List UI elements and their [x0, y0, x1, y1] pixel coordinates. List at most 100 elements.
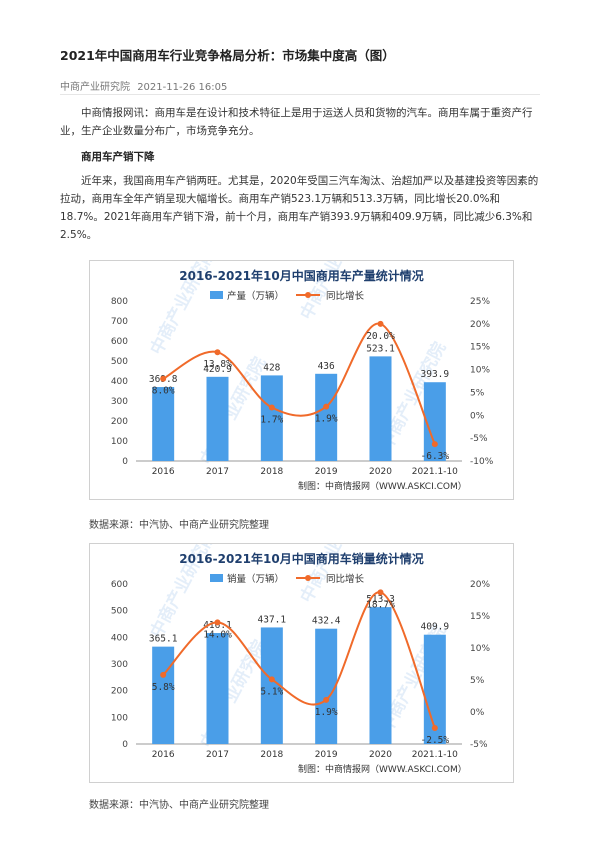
- bar-value-label: 420.9: [203, 364, 232, 375]
- legend-label: 同比增长: [326, 290, 365, 302]
- y-left-tick: 400: [111, 377, 128, 387]
- legend-bar-swatch: [210, 291, 223, 299]
- y-left-tick: 300: [111, 660, 128, 670]
- article-source[interactable]: 中商产业研究院: [60, 82, 130, 93]
- growth-point: [160, 375, 167, 382]
- chart-source-note: 数据来源：中汽协、中商产业研究院整理: [89, 800, 269, 811]
- bar-value-label: 436: [318, 361, 335, 372]
- growth-point: [323, 696, 330, 703]
- growth-value-label: -6.3%: [421, 451, 450, 462]
- growth-value-label: 1.7%: [260, 415, 283, 426]
- legend-label: 销量（万辆）: [227, 573, 284, 585]
- growth-value-label: 8.0%: [152, 386, 175, 397]
- legend-label: 同比增长: [326, 573, 365, 585]
- y-left-tick: 400: [111, 633, 128, 643]
- y-right-tick: 20%: [470, 320, 490, 330]
- bar: [315, 373, 338, 461]
- legend-line-marker: [305, 292, 311, 298]
- growth-value-label: -2.5%: [421, 735, 450, 746]
- y-left-tick: 0: [122, 457, 128, 467]
- bar-value-label: 393.9: [421, 369, 450, 380]
- article-title: 2021年中国商用车行业竞争格局分析：市场集中度高（图）: [60, 48, 395, 63]
- bar: [423, 382, 446, 461]
- growth-value-label: 13.8%: [203, 359, 232, 370]
- bar-value-label: 428: [263, 362, 280, 373]
- intro-paragraph: 中商情报网讯：商用车是在设计和技术特征上是用于运送人员和货物的汽车。商用车属于重…: [60, 107, 533, 137]
- growth-point: [377, 589, 384, 596]
- growth-value-label: 1.9%: [315, 414, 338, 425]
- y-right-tick: 20%: [470, 580, 490, 590]
- bar: [206, 376, 229, 461]
- x-tick: 2019: [315, 750, 338, 760]
- y-right-tick: 5%: [470, 388, 485, 398]
- x-tick: 2017: [206, 750, 229, 760]
- growth-value-label: 5.8%: [152, 682, 175, 693]
- y-right-tick: -5%: [470, 434, 488, 444]
- growth-point: [377, 320, 384, 327]
- y-right-tick: 15%: [470, 343, 490, 353]
- x-tick: 2018: [260, 750, 283, 760]
- growth-value-label: 18.7%: [366, 599, 395, 610]
- bar: [315, 628, 338, 744]
- bar: [260, 627, 283, 744]
- y-left-tick: 800: [111, 297, 128, 307]
- title-divider: [60, 94, 540, 95]
- bar: [260, 375, 283, 461]
- growth-value-label: 5.1%: [260, 686, 283, 697]
- bar-value-label: 432.4: [312, 616, 341, 627]
- y-left-tick: 300: [111, 397, 128, 407]
- chart-title: 2016-2021年10月中国商用车销量统计情况: [179, 551, 423, 566]
- chart-title: 2016-2021年10月中国商用车产量统计情况: [179, 268, 423, 283]
- x-tick: 2018: [260, 467, 283, 477]
- bar-value-label: 409.9: [421, 622, 450, 633]
- legend-bar-swatch: [210, 574, 223, 582]
- x-tick: 2020: [369, 467, 392, 477]
- growth-point: [214, 619, 221, 626]
- y-left-tick: 500: [111, 357, 128, 367]
- article-meta: 中商产业研究院 2021-11-26 16:05: [60, 78, 227, 93]
- y-left-tick: 600: [111, 580, 128, 590]
- y-right-tick: 0%: [470, 708, 485, 718]
- chart-source-note: 数据来源：中汽协、中商产业研究院整理: [89, 520, 269, 531]
- y-left-tick: 700: [111, 317, 128, 327]
- y-right-tick: 25%: [470, 297, 490, 307]
- legend-label: 产量（万辆）: [227, 290, 284, 302]
- y-left-tick: 200: [111, 687, 128, 697]
- growth-point: [214, 349, 221, 356]
- bar: [206, 633, 229, 744]
- growth-value-label: 14.0%: [203, 629, 232, 640]
- y-left-tick: 0: [122, 740, 128, 750]
- bar-value-label: 365.1: [149, 634, 178, 645]
- bar-value-label: 523.1: [366, 343, 395, 354]
- bar: [152, 387, 175, 461]
- chart-credit: 制图：中商情报网（WWW.ASKCI.COM）: [298, 763, 467, 775]
- y-left-tick: 100: [111, 713, 128, 723]
- growth-point: [431, 441, 438, 448]
- article-date: 2021-11-26 16:05: [137, 82, 228, 93]
- bar-value-label: 416.1: [203, 620, 232, 631]
- y-right-tick: 10%: [470, 366, 490, 376]
- y-right-tick: -10%: [470, 457, 494, 467]
- body-paragraph: 近年来，我国商用车产销两旺。尤其是，2020年受国三汽车淘汰、治超加严以及基建投…: [60, 175, 539, 241]
- chart-credit: 制图：中商情报网（WWW.ASKCI.COM）: [298, 480, 467, 492]
- growth-point: [160, 671, 167, 678]
- y-left-tick: 200: [111, 417, 128, 427]
- legend-line-marker: [305, 575, 311, 581]
- y-left-tick: 500: [111, 607, 128, 617]
- bar: [152, 646, 175, 744]
- x-tick: 2021.1-10: [412, 750, 458, 760]
- y-right-tick: 10%: [470, 644, 490, 654]
- bar-value-label: 437.1: [258, 614, 287, 625]
- growth-value-label: 1.9%: [315, 707, 338, 718]
- bar: [423, 634, 446, 744]
- y-right-tick: -5%: [470, 740, 488, 750]
- x-tick: 2016: [152, 750, 175, 760]
- x-tick: 2016: [152, 467, 175, 477]
- growth-point: [431, 725, 438, 731]
- y-right-tick: 15%: [470, 612, 490, 622]
- bar-value-label: 513.3: [366, 594, 395, 605]
- growth-value-label: 20.0%: [366, 331, 395, 342]
- x-tick: 2020: [369, 750, 392, 760]
- x-tick: 2017: [206, 467, 229, 477]
